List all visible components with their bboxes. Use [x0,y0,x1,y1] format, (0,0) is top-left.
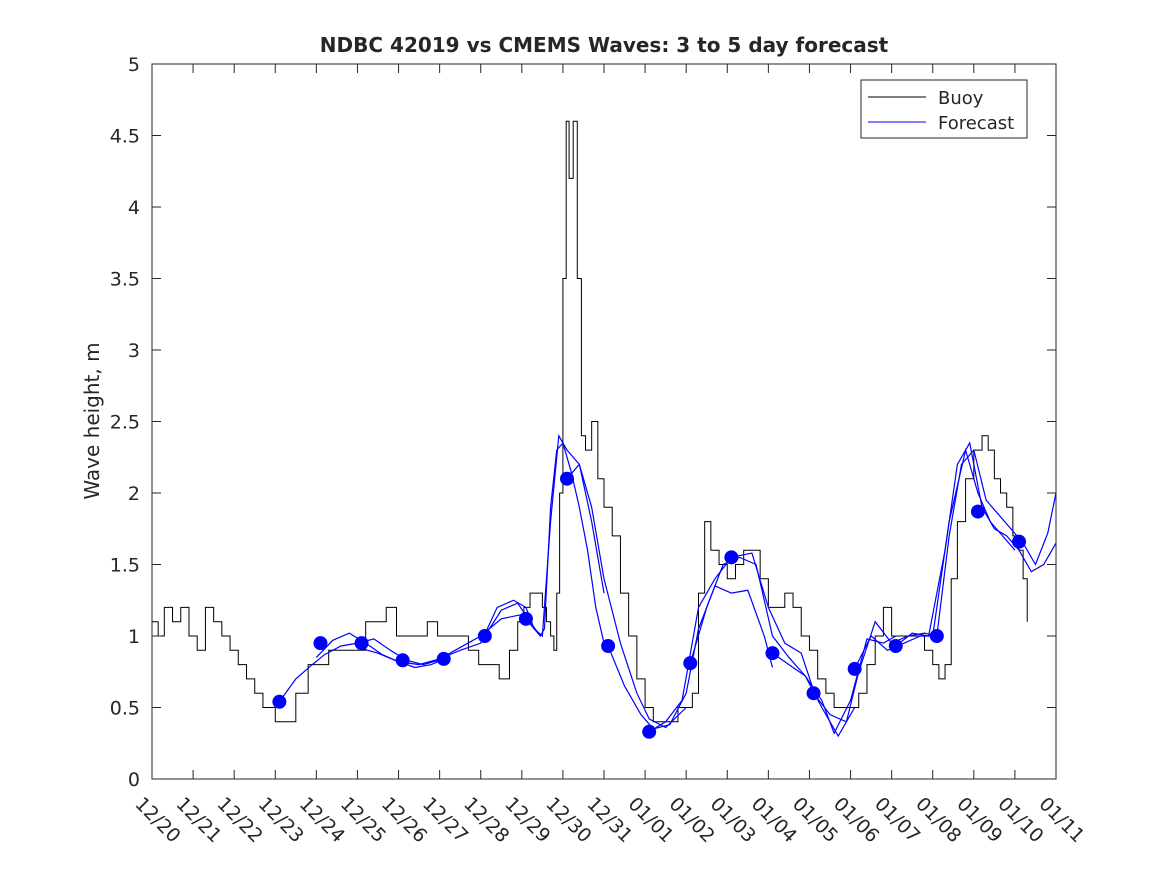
forecast-point [272,694,287,709]
forecast-point [518,611,533,626]
chart-title: NDBC 42019 vs CMEMS Waves: 3 to 5 day fo… [320,33,889,57]
forecast-point [1012,534,1027,549]
y-tick-label: 5 [128,54,140,76]
forecast-point [477,629,492,643]
y-axis: 0 0.5 1 1.5 2 2.5 3 3.5 4 4.5 5 [110,54,1056,791]
series-line-forecast-3 [439,441,605,660]
forecast-point [601,639,616,654]
legend: Buoy Forecast [860,79,1028,139]
y-tick-label: 2.5 [110,412,140,434]
y-tick-label: 2 [128,483,140,505]
series-line-forecast-14 [936,448,1056,637]
forecast-point [765,646,780,661]
y-tick-label: 1 [128,626,140,648]
y-tick-label: 0 [128,769,140,791]
forecast-point [395,653,410,668]
series-line-forecast-5 [525,433,605,638]
y-axis-label: Wave height, m [80,342,104,499]
forecast-point [313,636,328,651]
forecast-point [642,724,657,739]
y-tick-label: 4 [128,197,140,219]
series-line-buoy [152,120,1028,723]
series-line-forecast-4 [484,602,541,637]
forecast-point [806,686,821,701]
forecast-point [929,629,944,643]
forecast-point [560,471,575,486]
y-tick-label: 1.5 [110,555,140,577]
forecast-point [970,504,985,519]
series-line-forecast-9 [689,556,856,738]
forecast-point [436,651,451,666]
forecast-point [888,639,903,654]
y-tick-label: 0.5 [110,698,140,720]
forecast-point [683,656,698,671]
forecast-point [724,550,739,565]
y-tick-label: 4.5 [110,126,140,148]
legend-box [860,79,1028,139]
forecast-point [847,661,862,676]
y-tick-label: 3 [128,340,140,362]
legend-label-buoy: Buoy [938,88,984,109]
y-tick-label: 3.5 [110,269,140,291]
legend-label-forecast: Forecast [938,113,1014,134]
forecast-point [354,636,369,651]
